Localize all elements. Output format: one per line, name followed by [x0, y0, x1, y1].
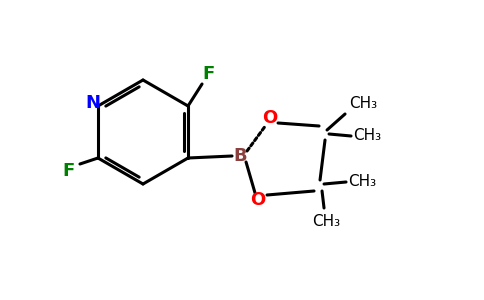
- Text: O: O: [262, 109, 278, 127]
- Text: N: N: [86, 94, 101, 112]
- Text: CH₃: CH₃: [312, 214, 340, 229]
- Text: B: B: [233, 147, 247, 165]
- Text: F: F: [63, 162, 75, 180]
- Text: O: O: [250, 191, 266, 209]
- Text: CH₃: CH₃: [348, 175, 376, 190]
- Text: CH₃: CH₃: [349, 97, 377, 112]
- Text: CH₃: CH₃: [353, 128, 381, 143]
- Text: F: F: [202, 65, 214, 83]
